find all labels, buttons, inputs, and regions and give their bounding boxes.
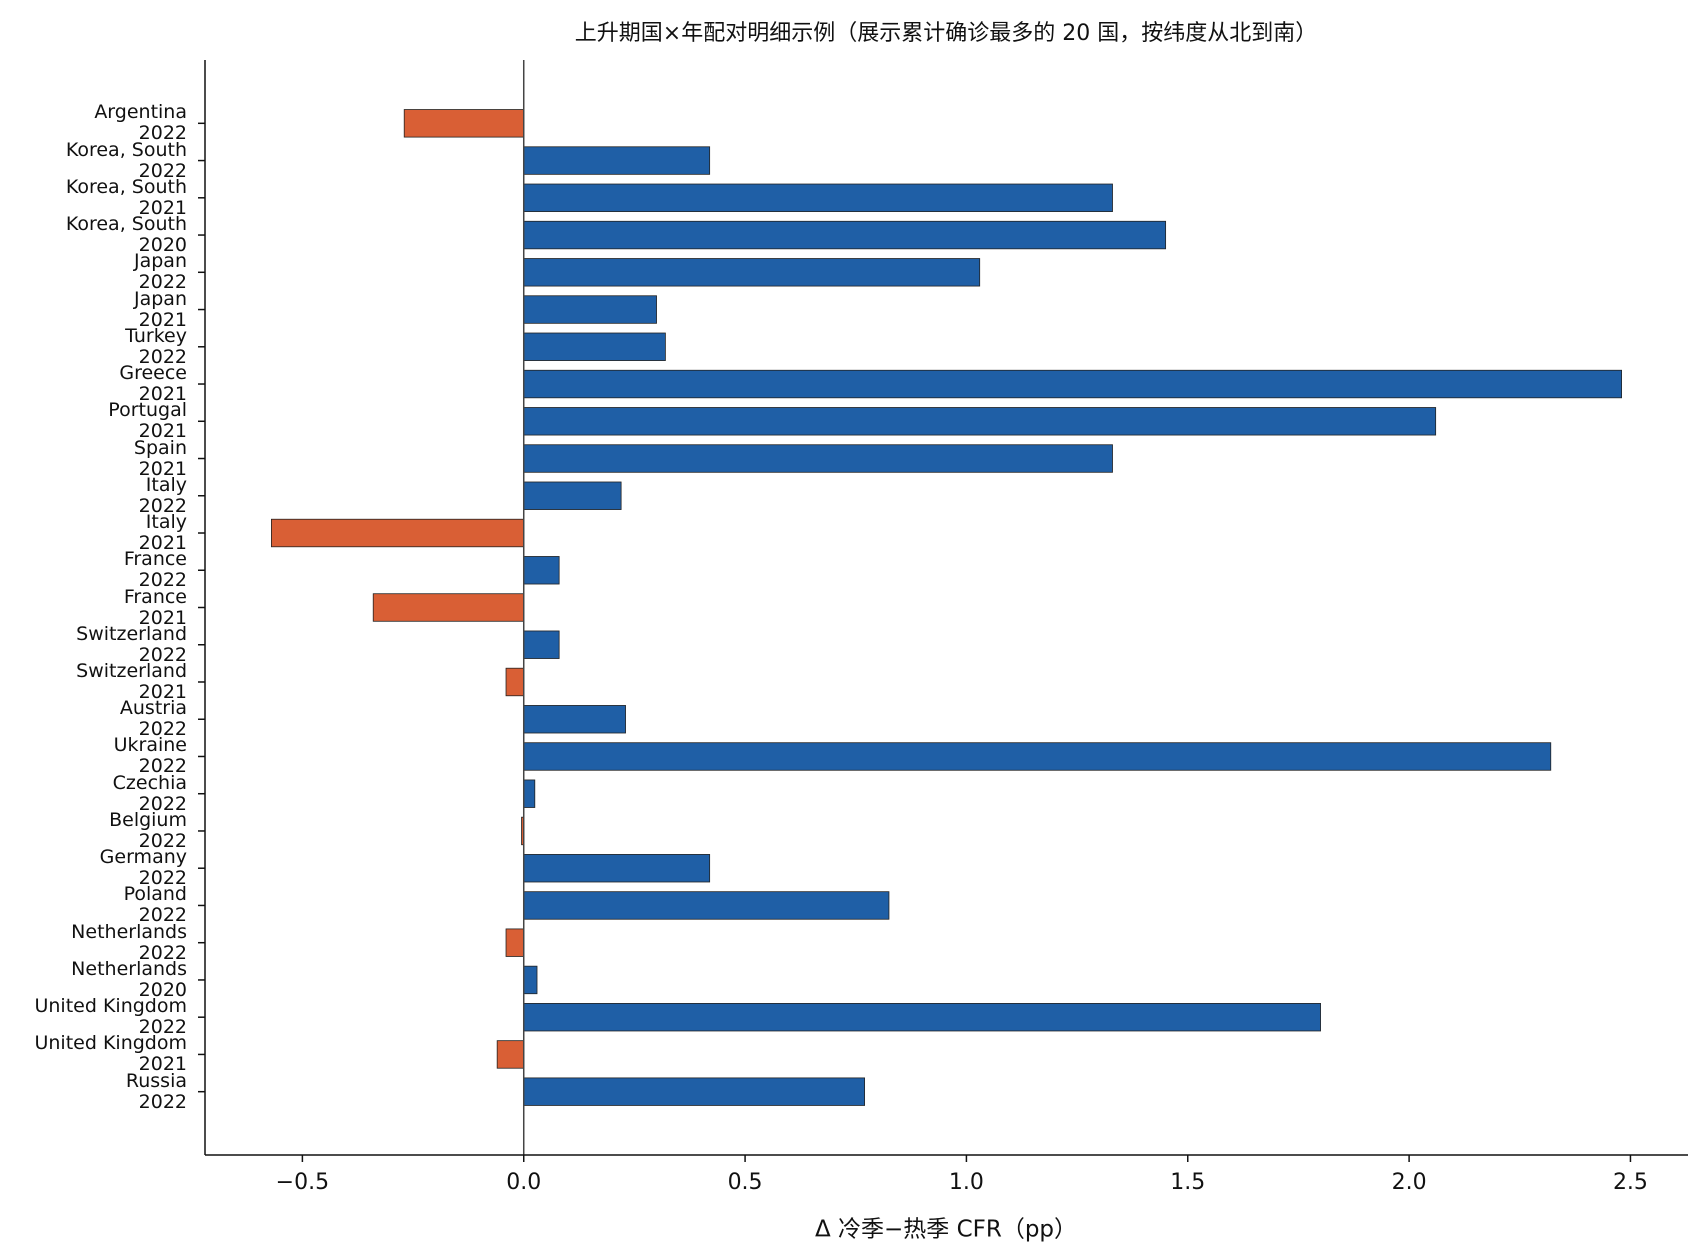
bar	[523, 295, 657, 324]
y-tick-label: Japan 2021	[134, 287, 187, 331]
x-tick-label: 0.0	[506, 1170, 541, 1195]
bar	[523, 742, 1552, 771]
bar	[523, 369, 1622, 399]
bar	[523, 220, 1167, 250]
bar	[523, 481, 622, 510]
bar	[523, 407, 1437, 436]
y-tick-label: Czechia 2022	[112, 771, 187, 815]
y-tick-label: Netherlands 2022	[71, 920, 187, 964]
y-tick-label: Argentina 2022	[94, 101, 187, 145]
y-tick-label: Italy 2021	[138, 511, 187, 554]
y-tick-label: Turkey 2022	[125, 324, 187, 368]
y-tick-label: Switzerland 2021	[76, 659, 187, 703]
bar	[523, 556, 560, 585]
y-tick-label: Netherlands 2020	[71, 957, 187, 1001]
bar	[523, 1003, 1321, 1032]
bar	[505, 667, 525, 697]
bar	[523, 891, 890, 920]
bar	[523, 444, 1113, 473]
y-tick-label: Spain 2021	[133, 436, 187, 480]
x-axis-label: Δ 冷季−热季 CFR（pp）	[815, 1217, 1077, 1243]
x-tick-label: 0.5	[728, 1170, 763, 1195]
bar	[505, 928, 525, 957]
y-tick-label: Switzerland 2022	[76, 622, 187, 666]
y-tick-label: Portugal 2021	[108, 399, 187, 443]
y-tick-label: France 2022	[123, 548, 187, 592]
bar	[403, 109, 525, 138]
bar	[523, 854, 711, 883]
chart-title: 上升期国×年配对明细示例（展示累计确诊最多的 20 国，按纬度从北到南）	[575, 21, 1317, 46]
x-tick-label: 2.5	[1613, 1170, 1648, 1195]
bar	[372, 593, 525, 622]
y-tick-label: Greece 2021	[119, 362, 187, 406]
y-tick-label: United Kingdom 2021	[34, 1032, 187, 1076]
y-tick-label: United Kingdom 2022	[34, 995, 187, 1039]
bar	[523, 332, 666, 361]
y-tick-label: Japan 2022	[134, 250, 187, 294]
y-tick-label: France 2021	[123, 585, 187, 629]
bar	[523, 1077, 866, 1106]
x-tick-label: 1.0	[949, 1170, 984, 1195]
bar	[523, 258, 981, 287]
y-tick-label: Korea, South 2021	[65, 175, 187, 219]
bar	[523, 779, 536, 808]
bar	[523, 630, 560, 659]
y-tick-label: Austria 2022	[119, 697, 187, 741]
x-tick-label: 1.5	[1170, 1170, 1205, 1195]
bar	[523, 183, 1113, 212]
y-tick-label: Italy 2022	[138, 473, 187, 517]
y-tick-label: Korea, South 2020	[65, 213, 187, 257]
x-tick-label: 2.0	[1392, 1170, 1427, 1195]
y-tick-label: Poland 2022	[123, 883, 187, 927]
y-tick-label: Ukraine 2022	[113, 734, 187, 778]
bar	[523, 146, 711, 175]
bar	[523, 965, 538, 995]
bar	[523, 705, 626, 734]
y-tick-label: Belgium 2022	[109, 808, 187, 852]
y-tick-label: Germany 2022	[99, 846, 187, 890]
y-tick-label: Russia 2022	[125, 1069, 187, 1113]
x-tick-label: −0.5	[276, 1170, 329, 1195]
y-tick-label: Korea, South 2022	[65, 138, 187, 182]
bar	[271, 518, 525, 548]
bar	[496, 1040, 525, 1069]
